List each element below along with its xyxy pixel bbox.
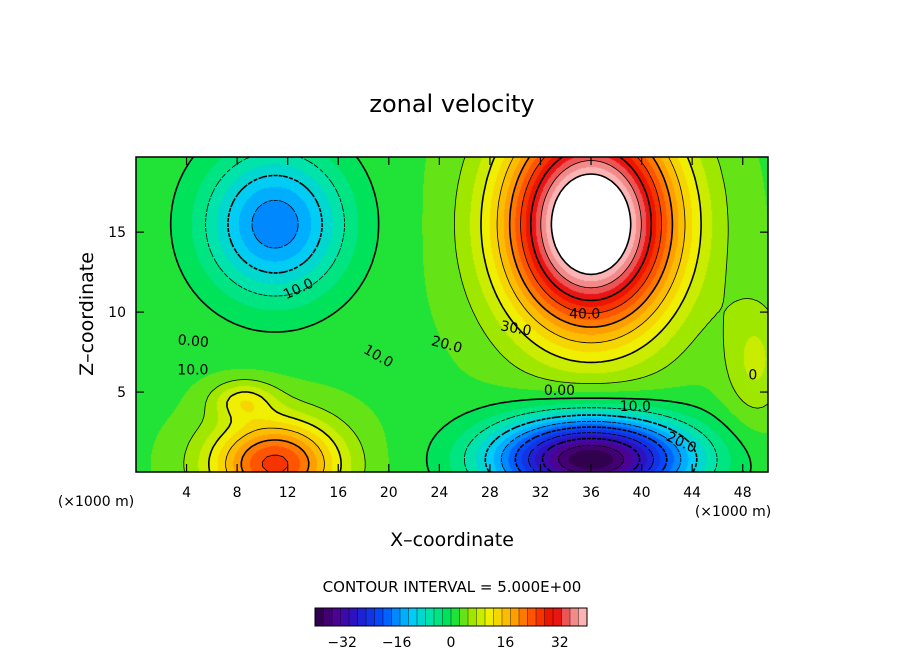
colorbar-swatch (502, 608, 512, 626)
colorbar-swatch (570, 608, 580, 626)
colorbar-tick-label: −16 (382, 635, 412, 651)
colorbar-swatch (340, 608, 350, 626)
contour-15 (225, 156, 686, 473)
contour--15 (251, 200, 682, 473)
contour-label: 0 (748, 367, 757, 383)
x-unit-label: (×1000 m) (695, 504, 771, 520)
x-axis-ticks: 4 8 12 16 20 24 28 32 36 40 44 48 (182, 157, 752, 501)
colorbar-swatch (417, 608, 427, 626)
contour-10 (208, 156, 702, 473)
colorbar-tick-label: 32 (551, 635, 569, 651)
colorbar-swatch (425, 608, 435, 626)
chart-title: zonal velocity (369, 90, 534, 118)
colorbar-swatch (544, 608, 554, 626)
contour-5 (183, 156, 769, 473)
colorbar-tick-label: 16 (496, 635, 514, 651)
colorbar-swatch (468, 608, 478, 626)
colorbar-swatch (366, 608, 376, 626)
colorbar-swatch (536, 608, 546, 626)
colorbar-swatch (476, 608, 486, 626)
x-tick-label: 12 (279, 485, 297, 501)
contour-label: 0.00 (544, 383, 575, 399)
y-axis-label: Z–coordinate (76, 252, 98, 376)
x-tick-label: 40 (633, 485, 651, 501)
contour-30 (529, 156, 653, 302)
x-tick-label: 8 (233, 485, 242, 501)
colorbar-swatch (451, 608, 461, 626)
velocity-field (136, 157, 768, 472)
x-tick-label: 28 (481, 485, 499, 501)
x-axis-label: X–coordinate (390, 529, 514, 551)
colorbar-swatch (510, 608, 520, 626)
contour--25 (528, 432, 654, 473)
x-tick-label: 20 (380, 485, 398, 501)
colorbar-swatch (332, 608, 342, 626)
colorbar-swatch (349, 608, 359, 626)
colorbar-swatch (374, 608, 384, 626)
colorbar-swatch (553, 608, 563, 626)
x-tick-label: 32 (532, 485, 550, 501)
colorbar-swatch (493, 608, 503, 626)
colorbar-swatch (383, 608, 393, 626)
y-tick-label: 5 (117, 385, 126, 401)
colorbar-swatch (527, 608, 537, 626)
colorbar-swatch (485, 608, 495, 626)
colorbar-tick-label: −32 (327, 635, 357, 651)
contour-40 (550, 173, 632, 276)
x-tick-label: 48 (734, 485, 752, 501)
contour-0 (169, 156, 752, 473)
colorbar-swatch (442, 608, 452, 626)
y-axis-ticks: 5 10 15 (108, 225, 768, 401)
contour-label: 0.00 (177, 332, 209, 351)
x-tick-label: 4 (182, 485, 191, 501)
x-tick-label: 24 (430, 485, 448, 501)
contour-lines (169, 156, 769, 473)
contour--30 (541, 437, 641, 473)
colorbar-swatch (391, 608, 401, 626)
colorbar-swatch (315, 608, 325, 626)
colorbar-frame (314, 607, 588, 627)
contour-25 (261, 156, 662, 473)
contour-interval: CONTOUR INTERVAL = 5.000E+00 (323, 578, 582, 596)
colorbar-ticks: −32 −16 0 16 32 (327, 635, 568, 651)
colorbar-swatch (519, 608, 529, 626)
y-tick-label: 15 (108, 225, 126, 241)
colorbar-swatch (578, 608, 588, 626)
colorbar-swatch (561, 608, 571, 626)
contour-35 (540, 160, 642, 289)
colorbar-swatch (459, 608, 469, 626)
x-tick-label: 16 (329, 485, 347, 501)
colorbar-swatch (357, 608, 367, 626)
y-tick-label: 10 (108, 305, 126, 321)
contour-label: 30.0 (499, 318, 532, 339)
colorbar-swatch (434, 608, 444, 626)
contour-label: 10.0 (620, 399, 651, 415)
y-unit-label: (×1000 m) (58, 494, 134, 510)
contour-label: 10.0 (177, 362, 208, 378)
colorbar (314, 608, 588, 626)
x-tick-label: 44 (683, 485, 701, 501)
colorbar-swatch (323, 608, 333, 626)
contour-label: 40.0 (569, 306, 600, 322)
plot-frame (135, 156, 769, 473)
colorbar-swatch (408, 608, 418, 626)
contour--10 (227, 174, 698, 473)
contour--20 (514, 426, 668, 473)
x-tick-label: 36 (582, 485, 600, 501)
contour-label: 20.0 (430, 333, 464, 357)
colorbar-swatch (400, 608, 410, 626)
colorbar-tick-label: 0 (447, 635, 456, 651)
contour--5 (205, 156, 718, 473)
contour-20 (240, 156, 674, 473)
